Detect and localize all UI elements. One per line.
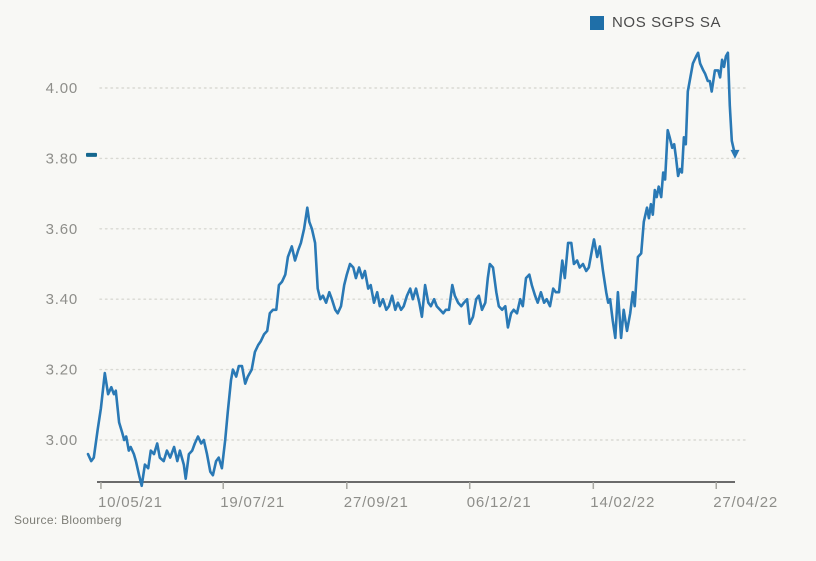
x-tick-label: 27/04/22	[713, 494, 778, 511]
x-tick-label: 27/09/21	[344, 494, 409, 511]
arrow-down-icon	[730, 149, 740, 159]
y-tick-label: 3.20	[46, 362, 78, 379]
source-text: Source: Bloomberg	[14, 513, 122, 527]
y-tick-label: 3.40	[46, 291, 78, 308]
x-tick-label: 19/07/21	[220, 494, 285, 511]
legend-swatch-icon	[590, 15, 604, 30]
y-tick-label: 3.60	[46, 221, 78, 238]
x-tick-label: 14/02/22	[590, 494, 655, 511]
x-tick-label: 10/05/21	[98, 494, 163, 511]
legend: NOS SGPS SA	[590, 14, 721, 31]
x-tick-label: 06/12/21	[467, 494, 532, 511]
last-price-marker	[86, 152, 97, 157]
legend-label: NOS SGPS SA	[612, 14, 722, 31]
price-line	[86, 51, 737, 488]
y-tick-label: 3.80	[46, 150, 78, 167]
y-tick-label: 4.00	[46, 80, 78, 97]
y-tick-label: 3.00	[46, 432, 78, 449]
